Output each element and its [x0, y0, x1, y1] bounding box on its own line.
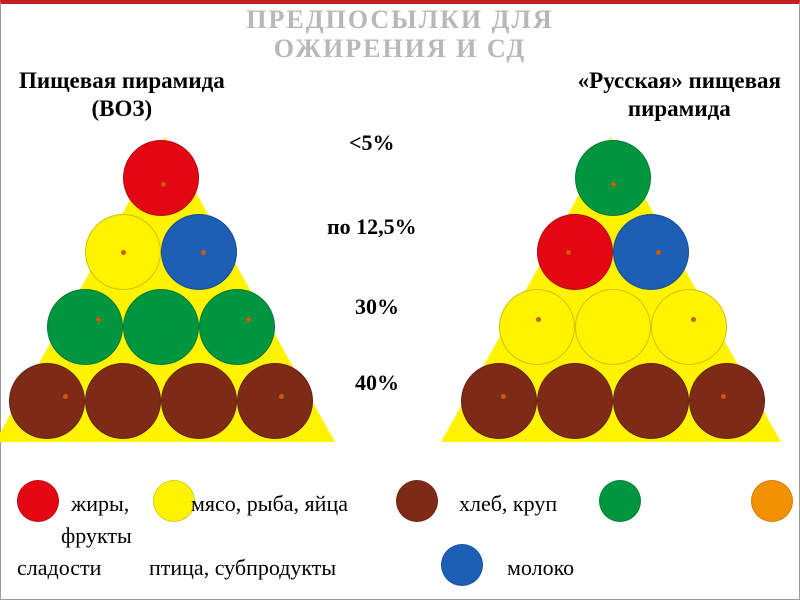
legend-text-fruits: фрукты [61, 522, 132, 550]
legend-circle-yellow [153, 480, 195, 522]
subtitle-left-l1: Пищевая пирамида [19, 68, 225, 93]
subtitle-right-l1: «Русская» пищевая [578, 68, 781, 93]
percent-label: по 12,5% [327, 214, 417, 240]
pyramid-circle [9, 363, 85, 439]
legend-text: птица, субпродукты [149, 554, 336, 582]
subtitles: Пищевая пирамида (ВОЗ) «Русская» пищевая… [1, 63, 799, 122]
subtitle-left-l2: (ВОЗ) [92, 96, 153, 121]
legend-circle-brown [396, 480, 438, 522]
pyramid-circle [237, 363, 313, 439]
pyramid-circle [575, 289, 651, 365]
subtitle-left: Пищевая пирамида (ВОЗ) [19, 67, 225, 122]
legend-circle-green [599, 480, 641, 522]
legend-circle-blue [441, 544, 483, 586]
title-line1: ПРЕДПОСЫЛКИ ДЛЯ [246, 5, 553, 34]
legend-text: хлеб, круп [459, 490, 557, 518]
legend-text: сладости [17, 554, 101, 582]
legend-text: молоко [507, 554, 574, 582]
pyramid-circle [161, 363, 237, 439]
pyramid-circle [47, 289, 123, 365]
slide-title: ПРЕДПОСЫЛКИ ДЛЯ ОЖИРЕНИЯ И СД [1, 4, 799, 63]
title-line2: ОЖИРЕНИЯ И СД [274, 34, 527, 63]
legend-text: жиры, [71, 490, 129, 518]
pyramid-circle [537, 363, 613, 439]
legend: жиры, мясо, рыба, яйца хлеб, круп фрукты с… [1, 482, 799, 586]
percent-label: 40% [355, 370, 399, 396]
legend-circle-red [17, 480, 59, 522]
pyramid-circle [461, 363, 537, 439]
pyramid-circle [651, 289, 727, 365]
pyramid-circle [85, 363, 161, 439]
legend-text: мясо, рыба, яйца [191, 490, 348, 518]
pyramid-circle [499, 289, 575, 365]
subtitle-right-l2: пирамида [628, 96, 731, 121]
pyramid-circle [613, 214, 689, 290]
pyramid-circle [575, 140, 651, 216]
legend-circle-orange [751, 480, 793, 522]
legend-row-3: сладости птица, субпродукты молоко [11, 550, 789, 586]
legend-row-1: жиры, мясо, рыба, яйца хлеб, круп [11, 486, 789, 522]
subtitle-right: «Русская» пищевая пирамида [578, 67, 781, 122]
diagram-stage: <5% по 12,5% 30% 40% [1, 122, 799, 482]
pyramid-circle [161, 214, 237, 290]
percent-label: <5% [349, 130, 395, 156]
pyramid-circle [689, 363, 765, 439]
percent-label: 30% [355, 294, 399, 320]
pyramid-circle [123, 289, 199, 365]
pyramid-circle [613, 363, 689, 439]
pyramid-circle [199, 289, 275, 365]
legend-row-2: фрукты [11, 522, 789, 550]
pyramid-circle [537, 214, 613, 290]
pyramid-circle [123, 140, 199, 216]
